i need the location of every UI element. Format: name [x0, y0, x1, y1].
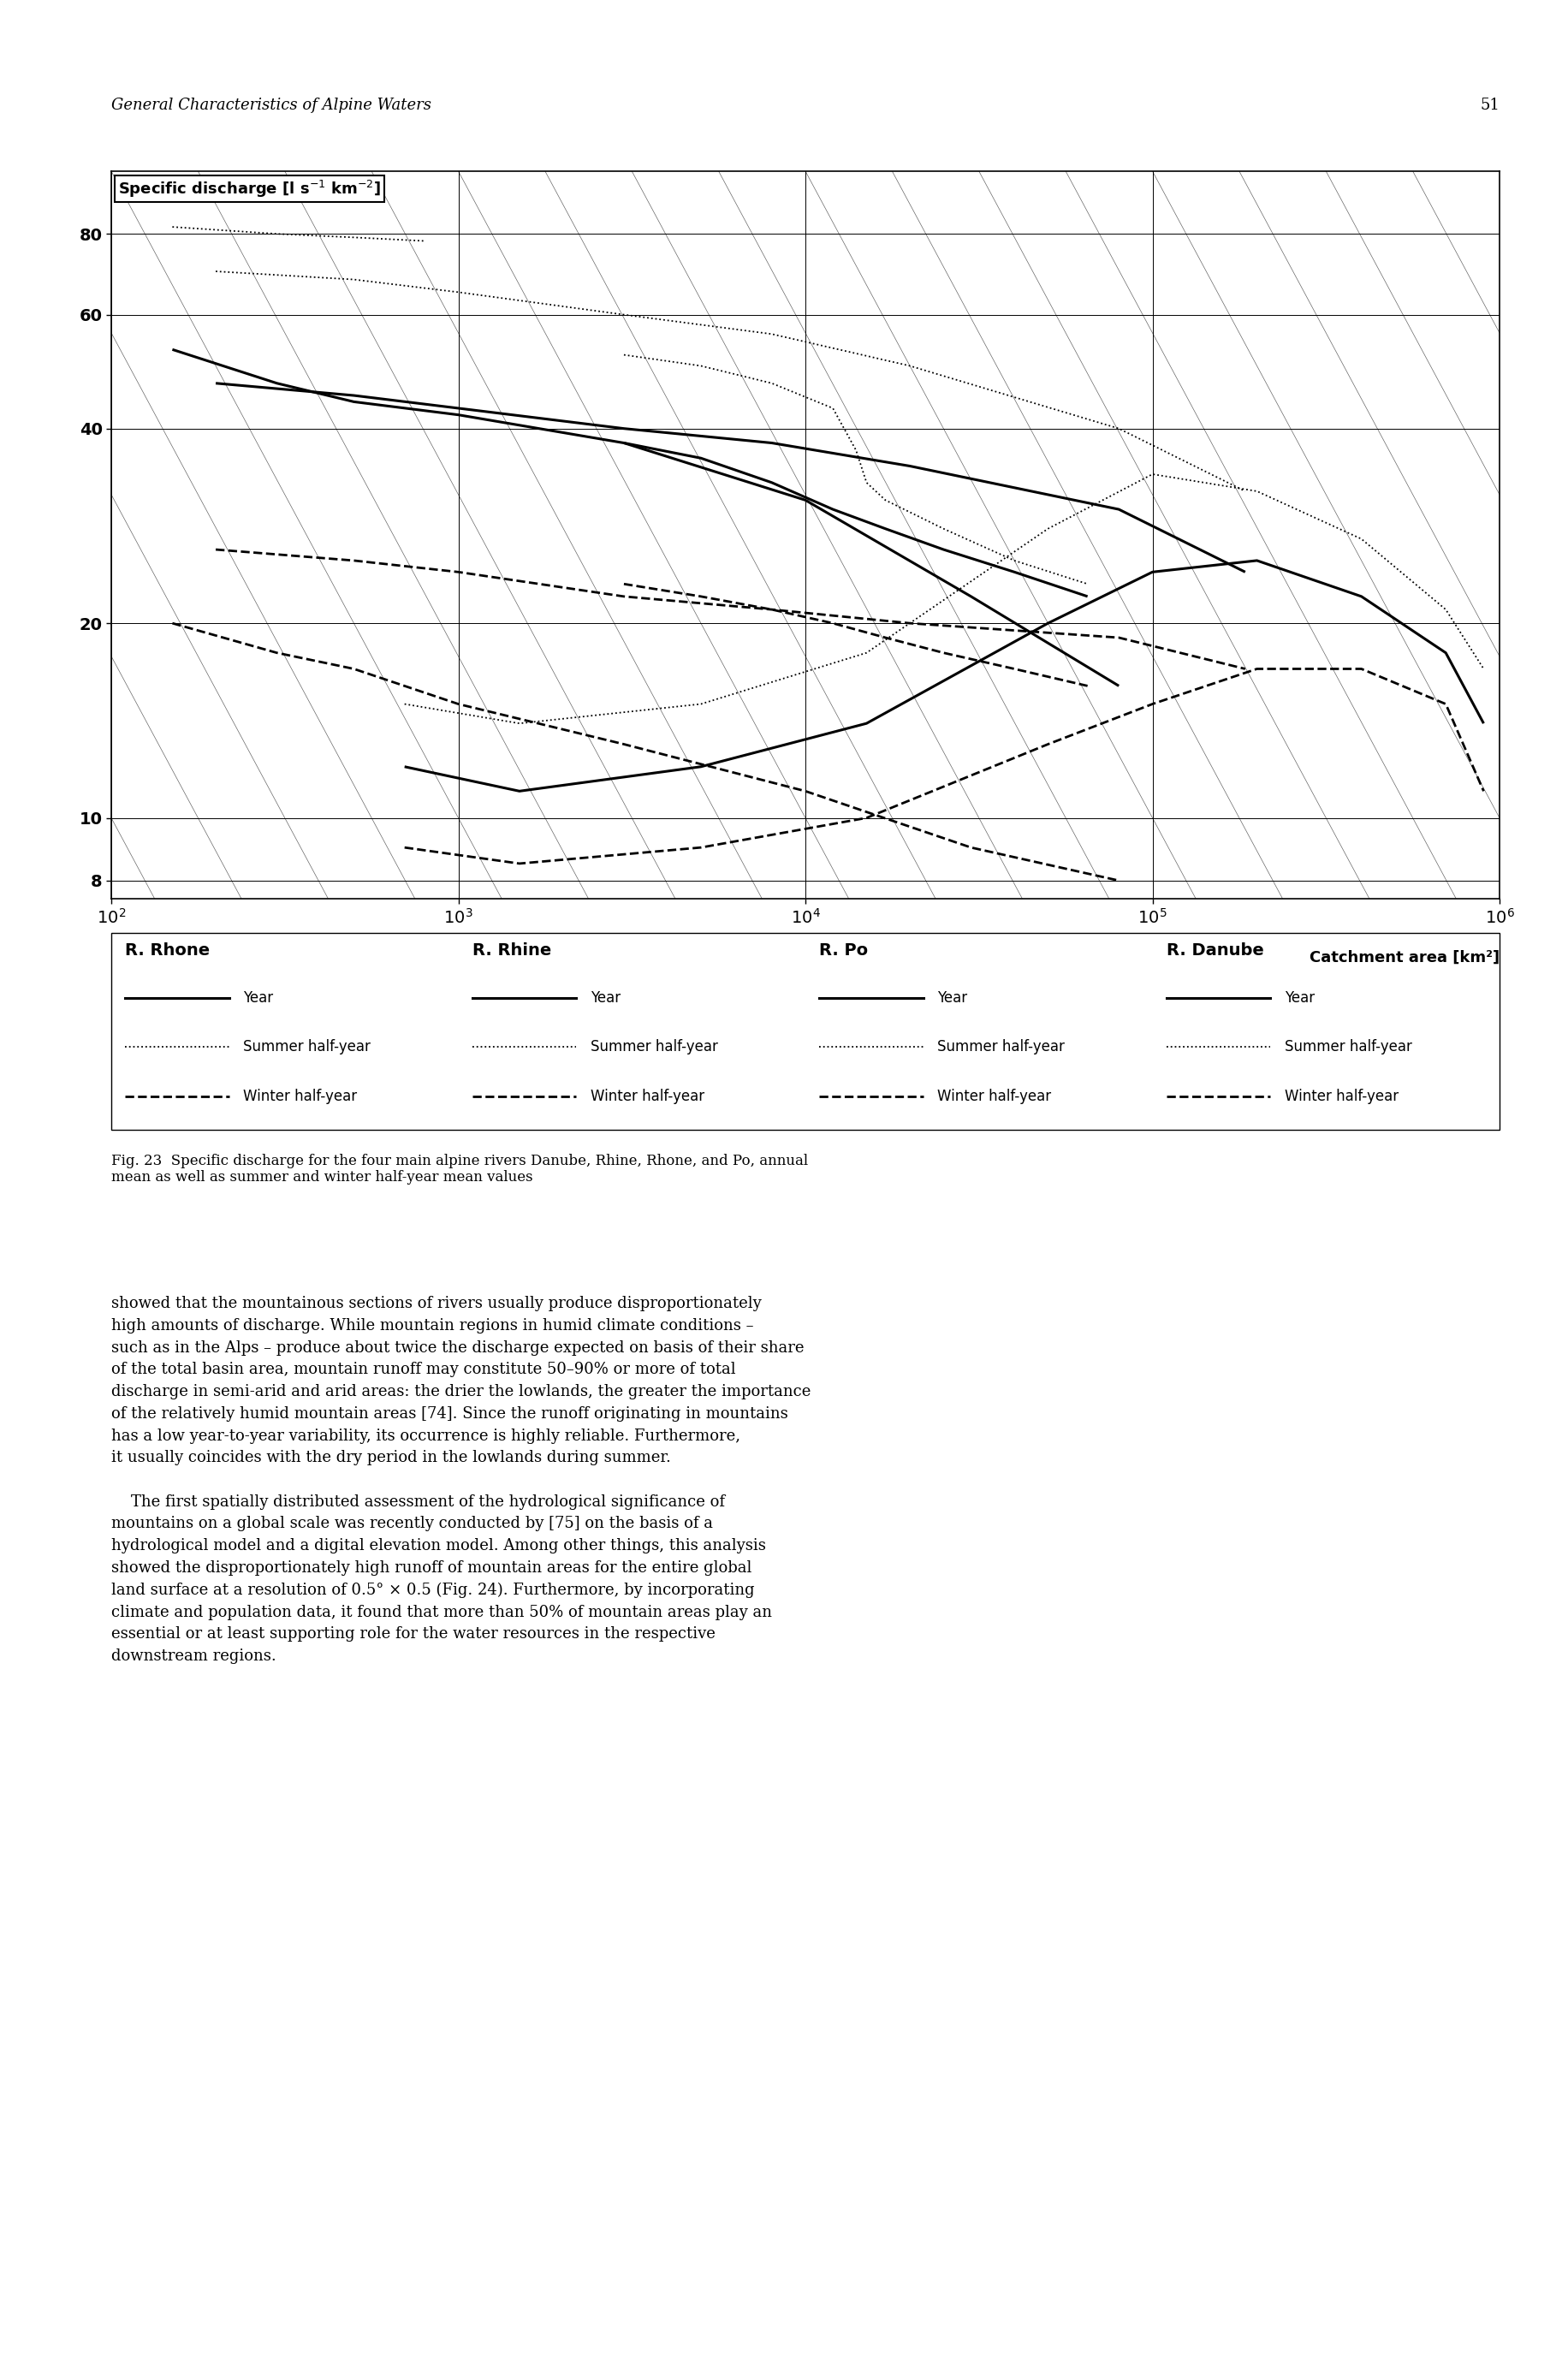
Text: Catchment area [km²]: Catchment area [km²]	[1309, 950, 1499, 965]
Text: R. Danube: R. Danube	[1167, 943, 1264, 960]
Text: R. Po: R. Po	[818, 943, 869, 960]
Text: Year: Year	[243, 991, 273, 1005]
Text: Summer half-year: Summer half-year	[590, 1038, 718, 1055]
Text: Specific discharge [l s$^{-1}$ km$^{-2}$]: Specific discharge [l s$^{-1}$ km$^{-2}$…	[118, 178, 381, 200]
Text: Year: Year	[1284, 991, 1314, 1005]
Text: Summer half-year: Summer half-year	[1284, 1038, 1411, 1055]
Text: Summer half-year: Summer half-year	[938, 1038, 1065, 1055]
Text: General Characteristics of Alpine Waters: General Characteristics of Alpine Waters	[111, 97, 431, 112]
Text: Winter half-year: Winter half-year	[938, 1088, 1051, 1105]
Text: Fig. 23  Specific discharge for the four main alpine rivers Danube, Rhine, Rhone: Fig. 23 Specific discharge for the four …	[111, 1155, 808, 1186]
Text: Year: Year	[590, 991, 621, 1005]
Text: Winter half-year: Winter half-year	[590, 1088, 704, 1105]
Text: Year: Year	[938, 991, 967, 1005]
Text: Winter half-year: Winter half-year	[243, 1088, 358, 1105]
Text: R. Rhone: R. Rhone	[125, 943, 210, 960]
Text: 51: 51	[1480, 97, 1499, 112]
Text: Summer half-year: Summer half-year	[243, 1038, 370, 1055]
Text: R. Rhine: R. Rhine	[472, 943, 552, 960]
Text: Winter half-year: Winter half-year	[1284, 1088, 1399, 1105]
Text: showed that the mountainous sections of rivers usually produce disproportionatel: showed that the mountainous sections of …	[111, 1297, 811, 1663]
